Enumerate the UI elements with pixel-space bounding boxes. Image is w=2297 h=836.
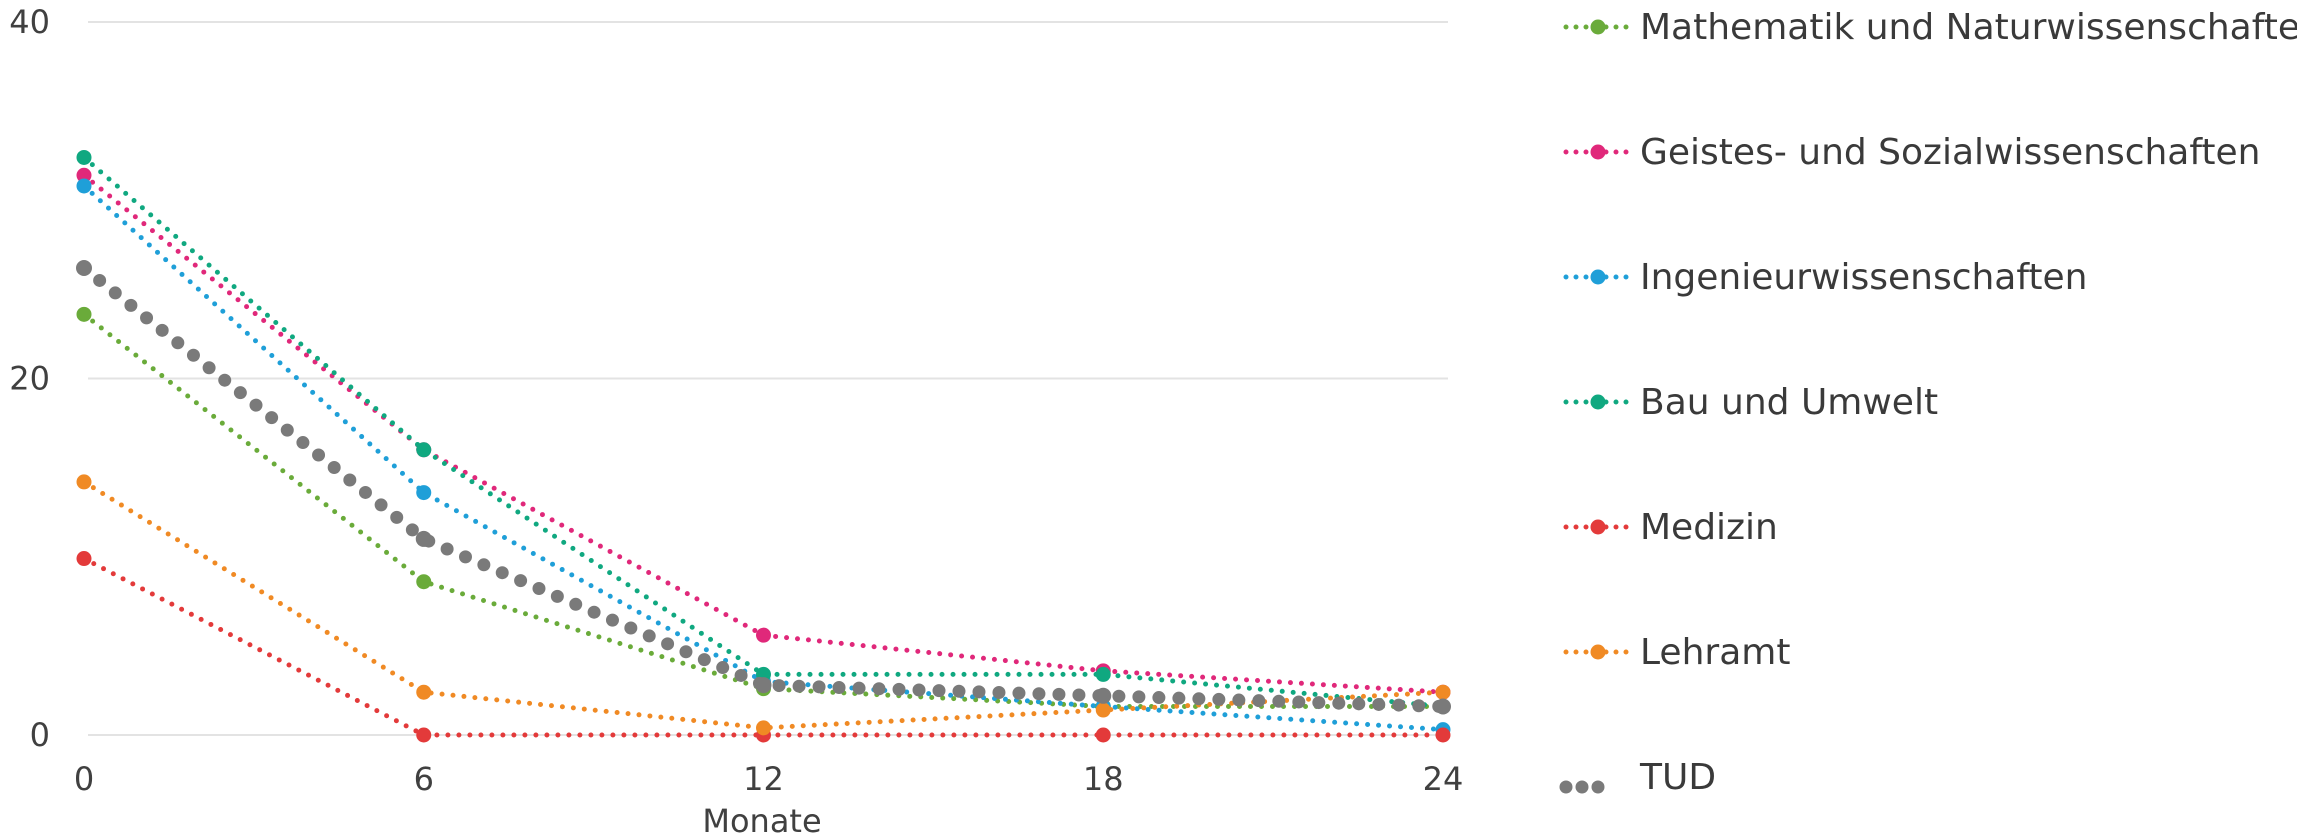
y-tick-label: 20 (9, 360, 50, 398)
legend-label: Medizin (1640, 507, 1778, 548)
data-point (1435, 698, 1451, 715)
legend-item: Mathematik und Naturwissenschaften (1563, 7, 2297, 48)
data-point (76, 306, 92, 322)
legend-label: Mathematik und Naturwissenschaften (1640, 7, 2297, 48)
legend-item: Ingenieurwissenschaften (1563, 257, 2088, 298)
data-point (1095, 687, 1112, 704)
x-tick-label: 18 (1083, 760, 1124, 798)
y-tick-label: 40 (9, 3, 50, 41)
data-point (416, 727, 432, 743)
legend-marker (1590, 269, 1606, 285)
data-point (1435, 727, 1451, 743)
data-point (416, 684, 432, 700)
data-point (76, 149, 92, 165)
x-tick-label: 6 (414, 760, 434, 798)
x-tick-label: 0 (74, 760, 94, 798)
y-tick-label: 0 (30, 716, 50, 754)
series-line (81, 183, 1446, 733)
data-point (415, 530, 432, 547)
data-point (756, 720, 771, 736)
legend-marker (1590, 519, 1606, 535)
legend-label: Geistes- und Sozialwissenschaften (1640, 132, 2261, 173)
legend-label: Bau und Umwelt (1640, 382, 1938, 423)
data-point (416, 574, 432, 590)
x-axis-title: Monate (702, 802, 821, 836)
legend-marker (1590, 144, 1606, 160)
data-point (755, 677, 772, 694)
y-axis-ticks: 0 20 40 (9, 3, 50, 754)
legend-item: Bau und Umwelt (1563, 382, 1938, 423)
legend-item: Geistes- und Sozialwissenschaften (1563, 132, 2261, 173)
series-4 (76, 551, 1451, 743)
legend-label: TUD (1639, 757, 1716, 798)
data-point (1095, 666, 1111, 682)
data-point (756, 627, 771, 643)
legend-item: TUD (1559, 757, 1716, 798)
series-line (81, 154, 1446, 709)
data-point (416, 442, 432, 458)
legend-marker (1590, 394, 1606, 410)
gridlines (88, 21, 1448, 736)
series-layer (76, 149, 1451, 743)
legend-label: Ingenieurwissenschaften (1640, 257, 2088, 298)
series-5 (76, 474, 1451, 736)
data-point (1095, 727, 1111, 743)
x-tick-label: 12 (743, 760, 784, 798)
series-line (81, 311, 1446, 709)
data-point (76, 551, 92, 567)
data-point (1095, 702, 1111, 718)
legend-item: Lehramt (1563, 632, 1790, 673)
series-0 (76, 306, 1451, 714)
legend-label: Lehramt (1640, 632, 1790, 673)
x-tick-label: 24 (1423, 760, 1464, 798)
legend-item: Medizin (1563, 507, 1778, 548)
series-line (81, 556, 1446, 738)
legend: Mathematik und Naturwissenschaften Geiste… (1559, 7, 2297, 798)
data-point (76, 474, 92, 490)
series-line (81, 479, 1446, 731)
series-2 (76, 178, 1451, 738)
data-point (76, 178, 92, 194)
legend-marker (1590, 644, 1606, 660)
data-point (76, 167, 92, 183)
x-axis-ticks: 0 6 12 18 24 (74, 760, 1464, 798)
legend-marker (1590, 19, 1606, 35)
series-6 (76, 259, 1451, 715)
data-point (76, 259, 92, 276)
data-point (1435, 684, 1451, 700)
data-point (416, 485, 432, 501)
